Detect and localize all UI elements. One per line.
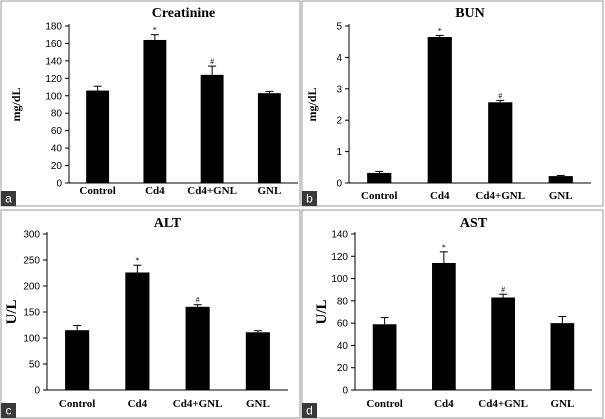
significance-mark: # (501, 285, 505, 294)
y-tick-label: 100 (331, 274, 348, 285)
y-tick-label: 80 (51, 109, 63, 120)
category-label: GNL (550, 398, 574, 410)
bar-cd4 (143, 39, 167, 184)
panel-letter-badge (1, 191, 16, 206)
bar-gnl (257, 93, 281, 183)
chart-title: AST (460, 216, 488, 231)
bar-cd4-gnl (488, 102, 513, 183)
bar-cd4-gnl (491, 297, 515, 390)
y-tick-label: 1 (336, 147, 342, 158)
category-label: Control (366, 398, 402, 410)
y-tick-label: 60 (51, 126, 63, 137)
bar-cd4 (427, 36, 452, 183)
y-tick-label: 20 (337, 363, 349, 374)
y-tick-label: 120 (45, 74, 62, 85)
y-tick-label: 140 (331, 230, 348, 241)
category-label: Control (59, 398, 95, 410)
y-tick-label: 250 (23, 256, 40, 267)
y-tick-label: 40 (337, 341, 349, 352)
y-tick-label: 40 (51, 144, 63, 155)
y-tick-label: 180 (45, 22, 62, 33)
y-tick-label: 80 (337, 296, 349, 307)
y-tick-label: 100 (45, 91, 62, 102)
significance-mark: * (442, 243, 446, 252)
significance-mark: * (153, 26, 157, 35)
bar-cd4-gnl (185, 306, 210, 390)
significance-mark: * (135, 256, 139, 265)
panel-letter-badge (1, 403, 16, 418)
bar-control (372, 324, 397, 390)
panel-letter: a (5, 192, 12, 206)
y-tick-label: 0 (34, 386, 40, 397)
y-tick-label: 140 (45, 56, 62, 67)
y-tick-label: 0 (336, 179, 342, 190)
bar-gnl (548, 176, 573, 183)
category-label: Cd4 (434, 398, 454, 410)
category-label: GNL (246, 398, 270, 410)
bar-control (367, 172, 392, 183)
y-tick-label: 0 (56, 179, 62, 190)
category-label: GNL (549, 190, 573, 202)
panel-letter: d (306, 404, 313, 418)
significance-mark: # (196, 296, 200, 305)
panel-letter: c (6, 404, 12, 418)
y-axis-label: mg/dL (9, 87, 23, 121)
category-label: Cd4 (145, 185, 165, 197)
category-label: Cd4 (430, 190, 450, 202)
category-label: Cd4+GNL (187, 185, 237, 197)
category-label: Control (361, 190, 397, 202)
y-tick-label: 4 (336, 53, 342, 64)
y-tick-label: 50 (29, 360, 41, 371)
panel-letter-badge (302, 403, 317, 418)
panel-frame (301, 0, 604, 207)
y-tick-label: 200 (23, 282, 40, 293)
bar-cd4-gnl (200, 74, 224, 183)
y-tick-label: 5 (336, 22, 342, 33)
chart-title: Creatinine (152, 6, 216, 21)
y-tick-label: 100 (23, 334, 40, 345)
bar-cd4 (125, 272, 150, 390)
bar-control (65, 330, 90, 390)
category-label: Cd4+GNL (475, 190, 525, 202)
y-axis-label: U/L (4, 299, 20, 324)
category-label: Cd4+GNL (173, 398, 223, 410)
y-tick-label: 300 (23, 230, 40, 241)
y-tick-label: 3 (336, 84, 342, 95)
category-label: GNL (257, 185, 281, 197)
panel-letter-badge (302, 191, 317, 206)
chart-panel-b: BUN mg/dL 0 1 2 3 4 5 Control * Cd4 # Cd4+GNL GNL b (301, 0, 604, 207)
y-axis-label: U/L (314, 299, 330, 324)
bar-gnl (550, 323, 575, 390)
significance-mark: # (210, 57, 214, 66)
y-tick-label: 0 (342, 386, 348, 397)
y-tick-label: 120 (331, 252, 348, 263)
significance-mark: * (438, 26, 442, 35)
y-tick-label: 150 (23, 308, 40, 319)
y-tick-label: 60 (337, 319, 349, 330)
panel-letter: b (306, 192, 313, 206)
bar-gnl (245, 332, 270, 390)
chart-panel-a: Creatinine mg/dL 0 20 40 60 80 100 120 140 160 180 C… (0, 0, 301, 207)
category-label: Control (79, 185, 115, 197)
bar-control (86, 90, 110, 183)
category-label: Cd4 (128, 398, 148, 410)
y-tick-label: 2 (336, 116, 342, 127)
y-axis-label: mg/dL (305, 87, 319, 121)
chart-title: ALT (154, 216, 182, 231)
bar-cd4 (432, 262, 456, 390)
chart-panel-d: AST U/L 0 20 40 60 80 100 120 140 Control * Cd4 # Cd4+… (301, 209, 604, 419)
chart-title: BUN (455, 6, 485, 21)
y-tick-label: 20 (51, 161, 63, 172)
chart-panel-c: ALT U/L 0 50 100 150 200 250 300 Control * Cd4 # Cd4+… (0, 209, 301, 419)
significance-mark: # (498, 91, 502, 100)
y-tick-label: 160 (45, 39, 62, 50)
category-label: Cd4+GNL (478, 398, 528, 410)
